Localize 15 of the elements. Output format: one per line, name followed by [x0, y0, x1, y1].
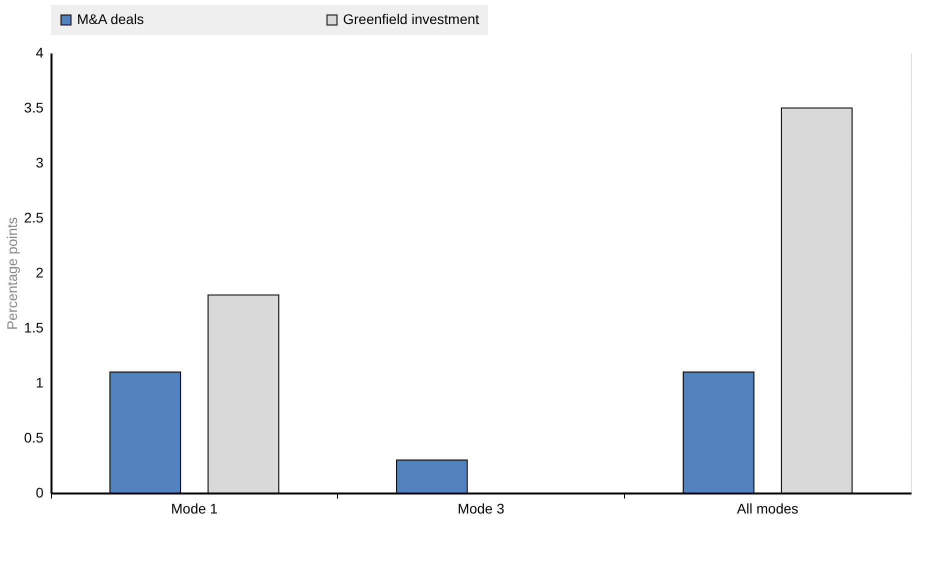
y-tick-label: 3	[36, 154, 44, 170]
x-tick-label: Mode 1	[170, 500, 218, 516]
legend-label: M&A deals	[77, 11, 144, 27]
y-tick-label: 0	[36, 484, 44, 500]
legend-label: Greenfield investment	[343, 11, 480, 27]
y-axis-title: Percentage points	[4, 217, 20, 330]
y-tick-label: 4	[36, 44, 44, 60]
y-tick-label: 3.5	[24, 100, 44, 116]
y-tick-label: 2	[36, 264, 44, 280]
x-tick-label: Mode 3	[458, 500, 505, 516]
y-tick-label: 0.5	[24, 430, 44, 446]
y-tick-label: 1	[36, 374, 44, 390]
x-tick-label: All modes	[736, 500, 798, 516]
y-tick-label: 2.5	[24, 210, 44, 226]
y-tick-label: 1.5	[24, 320, 44, 336]
